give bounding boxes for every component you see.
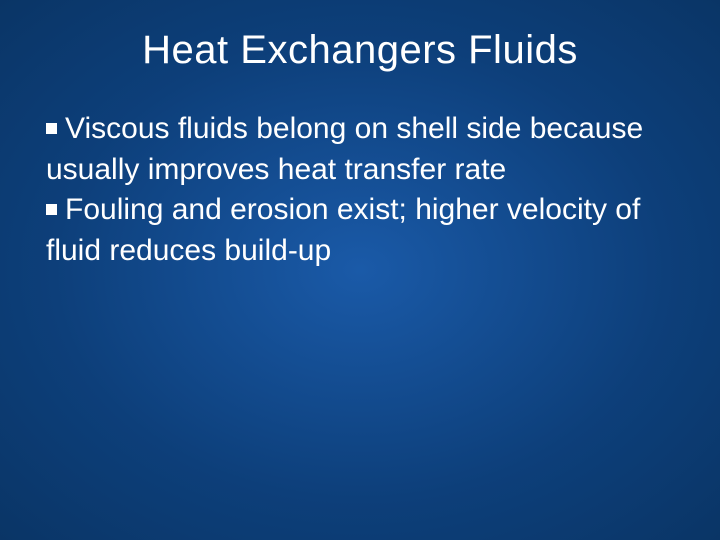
bullet-icon xyxy=(46,204,57,215)
bullet-icon xyxy=(46,123,57,134)
bullet-text: Fouling and erosion exist; higher veloci… xyxy=(46,193,640,267)
bullet-item: Fouling and erosion exist; higher veloci… xyxy=(46,190,670,271)
bullet-item: Viscous fluids belong on shell side beca… xyxy=(46,109,670,190)
slide-title: Heat Exchangers Fluids xyxy=(0,0,720,93)
slide-body: Viscous fluids belong on shell side beca… xyxy=(0,93,720,271)
bullet-text: Viscous fluids belong on shell side beca… xyxy=(46,112,643,186)
slide: Heat Exchangers Fluids Viscous fluids be… xyxy=(0,0,720,540)
